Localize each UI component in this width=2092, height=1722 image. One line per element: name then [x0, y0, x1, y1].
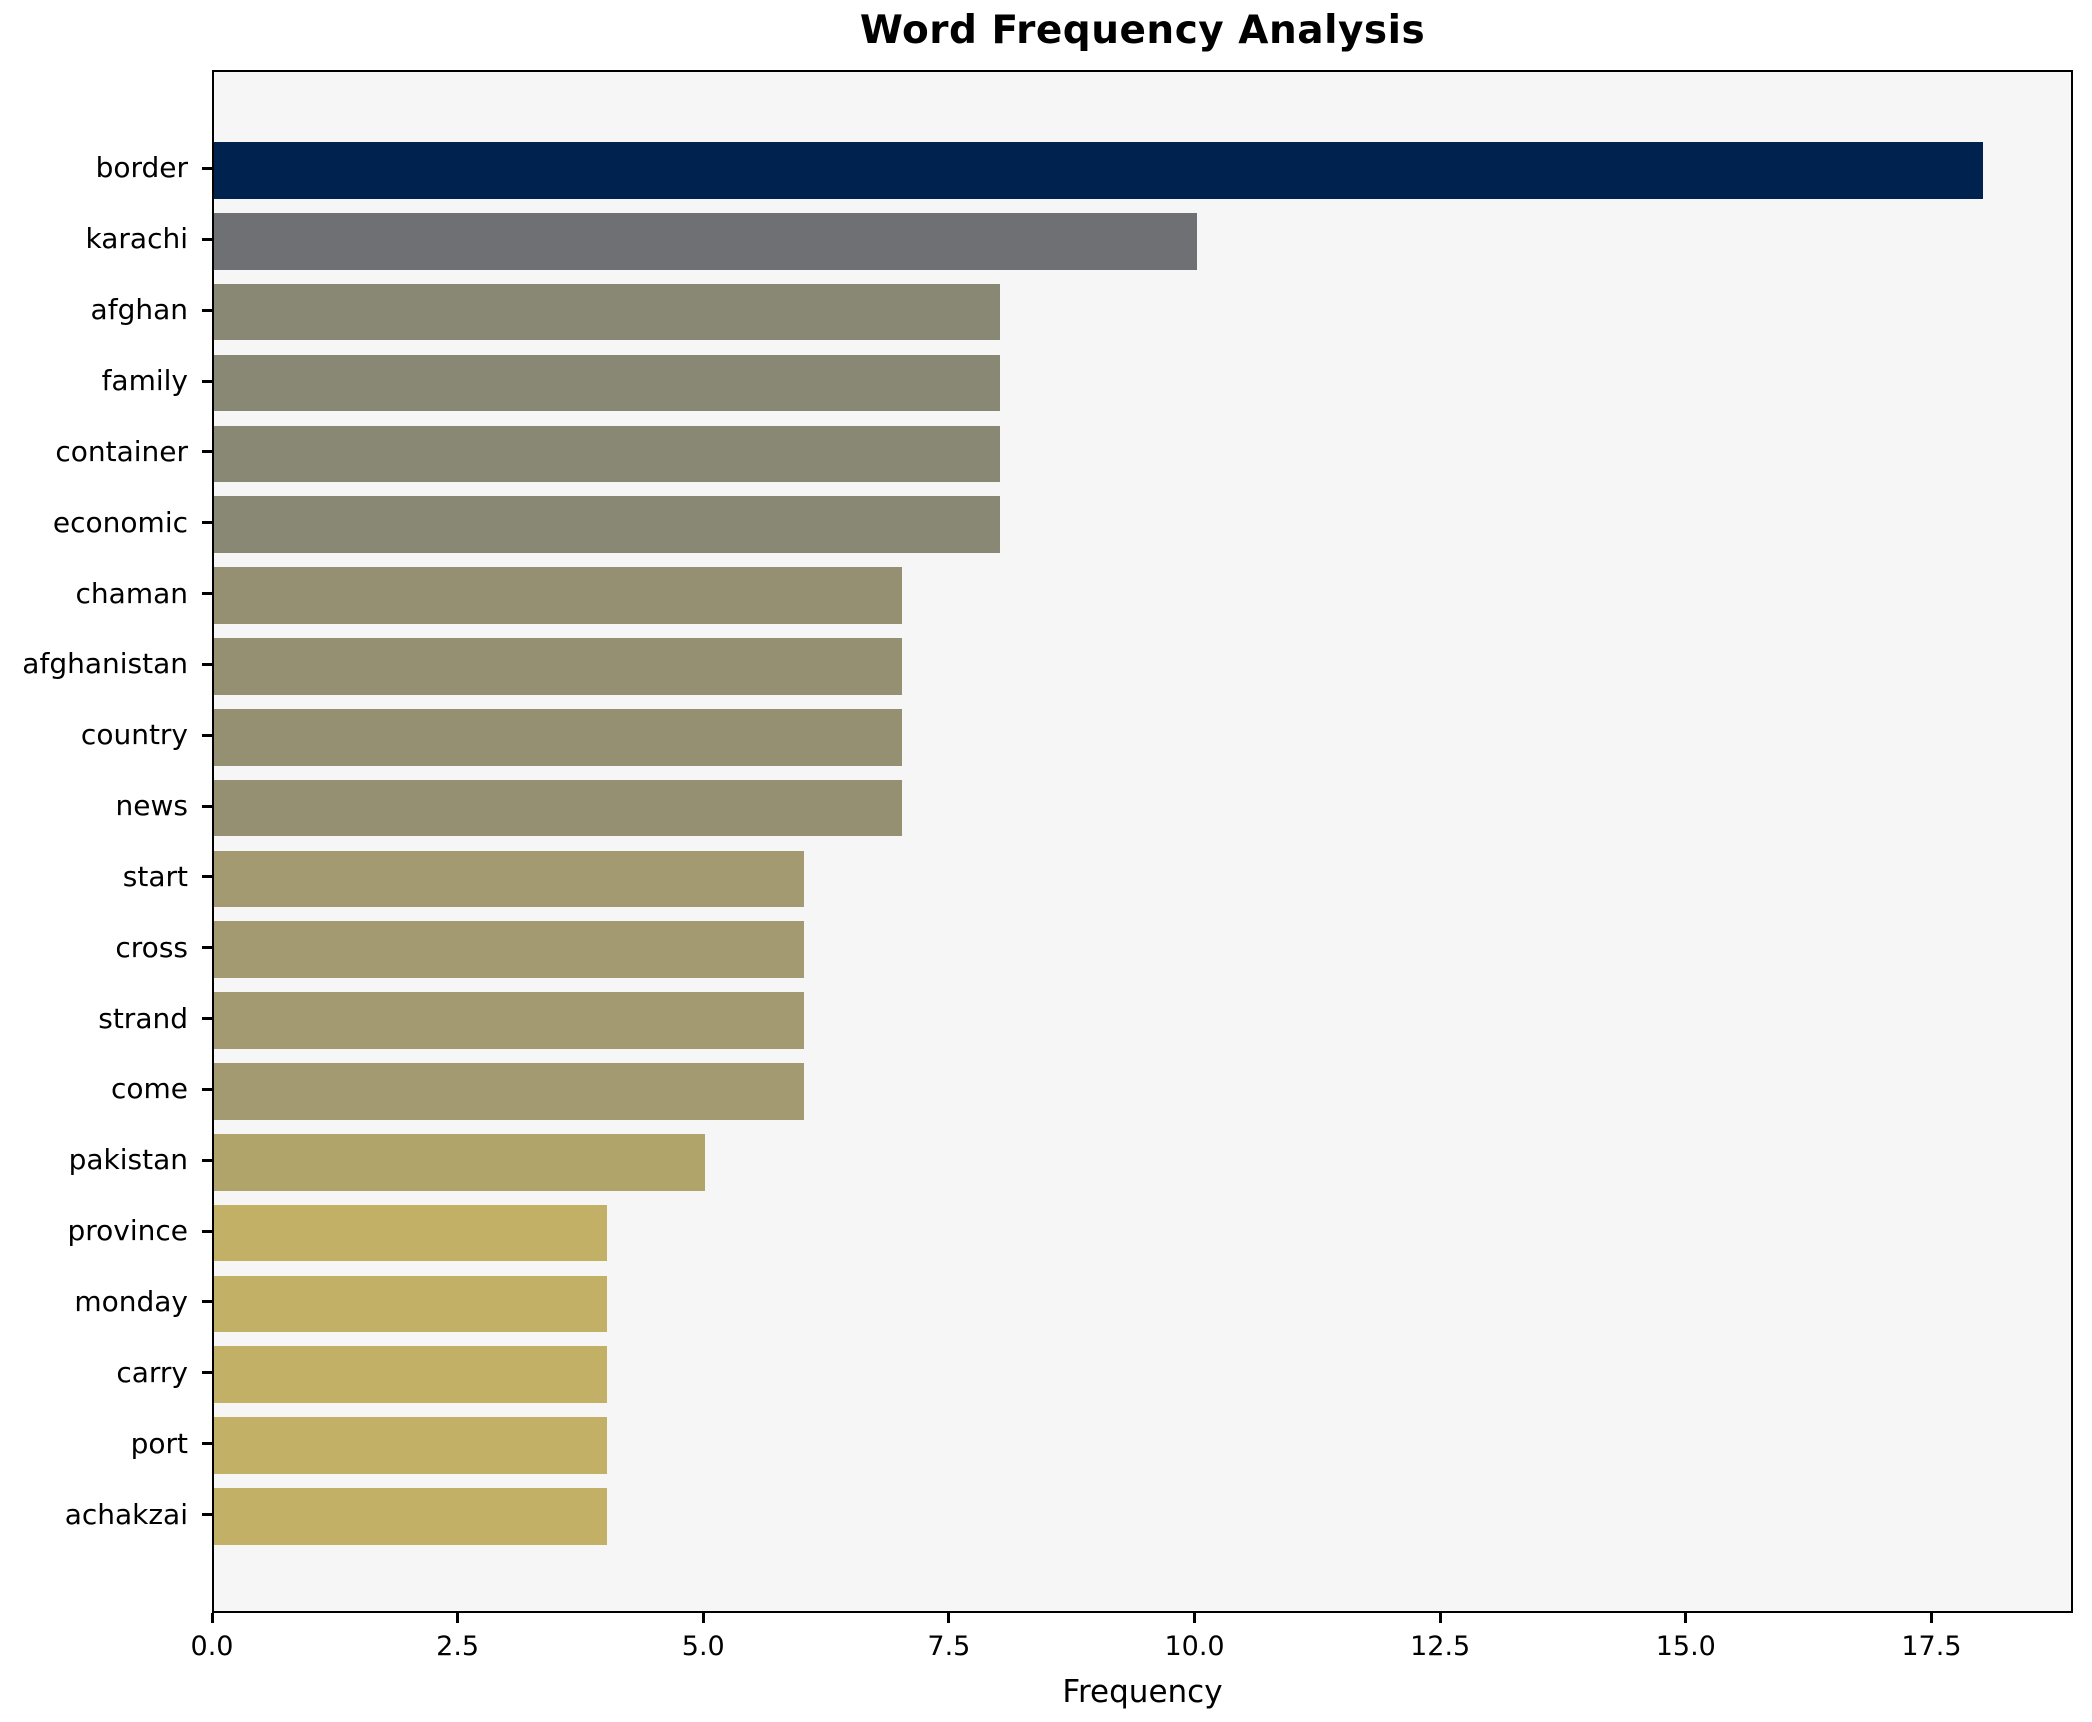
- y-tick-label-port: port: [130, 1426, 188, 1460]
- bar-container: [214, 425, 1001, 483]
- y-tick-mark: [202, 1442, 212, 1446]
- bar-afghan: [214, 283, 1001, 341]
- bar-cross: [214, 921, 804, 979]
- y-tick-label-news: news: [115, 789, 188, 823]
- y-tick-mark: [202, 946, 212, 950]
- y-tick-label-afghanistan: afghanistan: [22, 647, 188, 681]
- bar-come: [214, 1063, 804, 1120]
- x-tick-mark: [1684, 1613, 1688, 1623]
- y-tick-mark: [202, 308, 212, 312]
- y-tick-label-strand: strand: [98, 1001, 188, 1035]
- y-tick-label-economic: economic: [52, 505, 188, 539]
- x-tick-mark: [1193, 1613, 1197, 1623]
- y-tick-mark: [202, 379, 212, 383]
- bar-afghanistan: [214, 638, 902, 695]
- bar-carry: [214, 1346, 608, 1404]
- y-tick-mark: [202, 1017, 212, 1021]
- chart-title: Word Frequency Analysis: [859, 8, 1426, 53]
- y-tick-label-afghan: afghan: [90, 293, 188, 327]
- x-tick-label-12.5: 12.5: [1410, 1631, 1471, 1662]
- x-tick-label-17.5: 17.5: [1901, 1631, 1962, 1662]
- plot-area: [212, 70, 2073, 1613]
- y-tick-mark: [202, 804, 212, 808]
- y-tick-mark: [202, 1229, 212, 1233]
- y-tick-mark: [202, 1158, 212, 1162]
- x-tick-mark: [456, 1613, 460, 1623]
- y-tick-label-karachi: karachi: [85, 222, 188, 256]
- y-tick-mark: [202, 592, 212, 596]
- y-tick-mark: [202, 166, 212, 170]
- x-tick-label-5.0: 5.0: [681, 1631, 725, 1662]
- y-tick-label-pakistan: pakistan: [68, 1143, 188, 1177]
- y-tick-label-come: come: [110, 1072, 188, 1106]
- y-tick-mark: [202, 1300, 212, 1304]
- bar-strand: [214, 992, 804, 1049]
- y-tick-mark: [202, 237, 212, 241]
- bar-port: [214, 1417, 608, 1474]
- bar-news: [214, 779, 902, 837]
- y-tick-label-chaman: chaman: [75, 576, 188, 610]
- y-tick-label-achakzai: achakzai: [64, 1497, 188, 1531]
- y-tick-mark: [202, 1087, 212, 1091]
- y-tick-mark: [202, 1513, 212, 1517]
- y-tick-label-province: province: [67, 1214, 188, 1248]
- y-tick-label-container: container: [55, 434, 188, 468]
- y-tick-label-family: family: [101, 364, 188, 397]
- bar-province: [214, 1204, 608, 1262]
- x-axis-title: Frequency: [1062, 1674, 1223, 1710]
- bar-pakistan: [214, 1133, 706, 1191]
- x-tick-mark: [701, 1613, 705, 1623]
- x-tick-label-15.0: 15.0: [1655, 1631, 1716, 1662]
- y-tick-mark: [202, 662, 212, 666]
- bar-family: [214, 354, 1001, 412]
- y-tick-mark: [202, 733, 212, 737]
- y-tick-label-start: start: [122, 859, 188, 893]
- y-tick-label-border: border: [95, 151, 188, 185]
- x-tick-label-2.5: 2.5: [436, 1631, 480, 1662]
- y-tick-mark: [202, 450, 212, 454]
- x-tick-label-10.0: 10.0: [1164, 1631, 1225, 1662]
- x-tick-mark: [1929, 1613, 1933, 1623]
- bar-country: [214, 708, 902, 766]
- bar-start: [214, 850, 804, 908]
- x-tick-mark: [947, 1613, 951, 1623]
- y-tick-label-country: country: [80, 718, 188, 752]
- y-tick-label-monday: monday: [74, 1284, 188, 1318]
- bar-achakzai: [214, 1488, 608, 1545]
- x-tick-mark: [210, 1613, 214, 1623]
- x-tick-label-7.5: 7.5: [927, 1631, 971, 1662]
- bar-chaman: [214, 567, 902, 624]
- bar-border: [214, 142, 1983, 199]
- y-tick-label-cross: cross: [115, 930, 188, 964]
- y-tick-label-carry: carry: [116, 1355, 188, 1389]
- x-tick-label-0.0: 0.0: [190, 1631, 234, 1662]
- bar-monday: [214, 1275, 608, 1333]
- x-tick-mark: [1438, 1613, 1442, 1623]
- bar-economic: [214, 496, 1001, 554]
- y-tick-mark: [202, 1371, 212, 1375]
- bar-karachi: [214, 212, 1197, 270]
- y-tick-mark: [202, 875, 212, 879]
- y-tick-mark: [202, 521, 212, 525]
